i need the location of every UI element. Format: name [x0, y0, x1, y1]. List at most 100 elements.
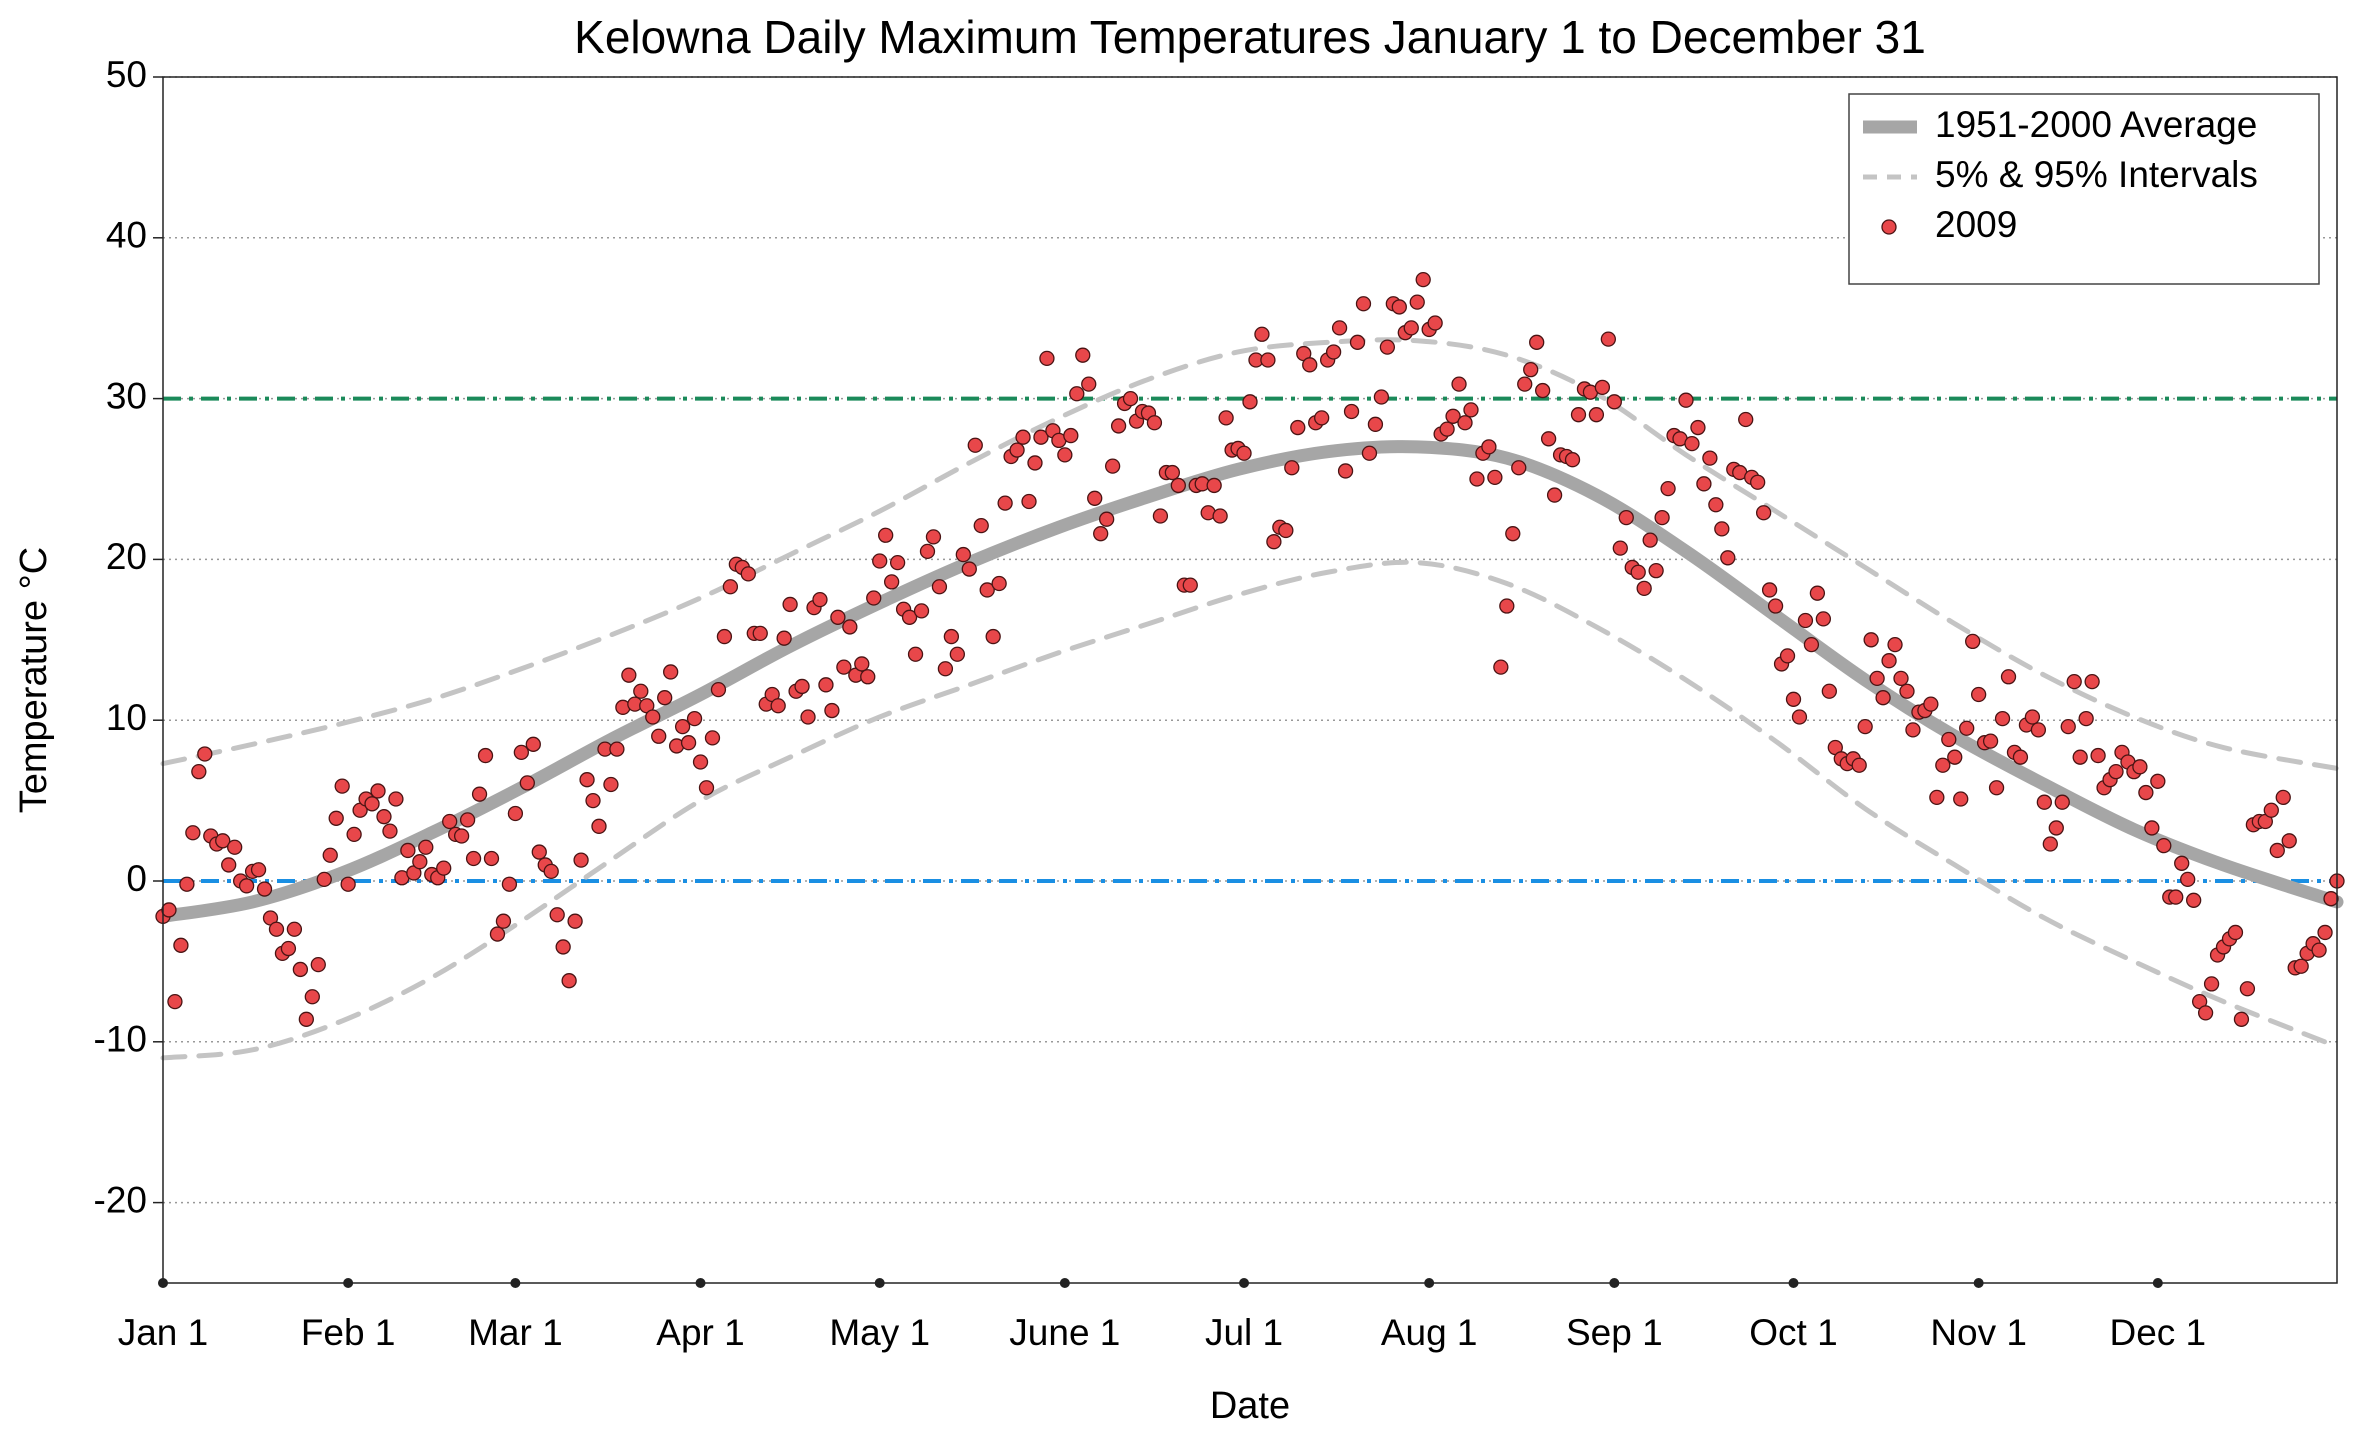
data-point [1690, 419, 1706, 436]
data-point [292, 961, 309, 978]
data-point [1570, 407, 1587, 423]
data-point [1104, 458, 1121, 474]
data-point [1266, 534, 1282, 550]
data-point [1738, 411, 1754, 428]
data-point [1779, 648, 1796, 664]
data-point [2323, 891, 2339, 907]
data-point [1457, 415, 1473, 431]
data-point [2090, 747, 2106, 764]
data-point [722, 579, 739, 595]
data-point [382, 823, 398, 839]
data-point [1696, 476, 1712, 492]
data-point [316, 871, 332, 888]
data-point [1099, 511, 1115, 527]
data-point [1009, 442, 1025, 458]
chart-title: Kelowna Daily Maximum Temperatures Janua… [574, 11, 1926, 63]
y-tick-label: 20 [106, 536, 147, 577]
data-point [836, 659, 852, 675]
data-point [2269, 842, 2285, 859]
plot-area: -20 -10 0 10 20 30 40 50 Jan 1 Feb 1 Mar 1 Apr 1 May… [94, 54, 2345, 1353]
x-tick-label: Feb 1 [301, 1312, 396, 1353]
data-point [2138, 784, 2154, 801]
data-point [842, 619, 858, 635]
data-point [1546, 487, 1563, 503]
data-point [674, 718, 691, 735]
data-point [913, 603, 930, 619]
data-point [1785, 691, 1802, 707]
data-point [579, 772, 595, 788]
data-point [1809, 585, 1826, 601]
data-point [507, 805, 524, 822]
data-point [1164, 464, 1181, 481]
x-tick-label: June 1 [1009, 1312, 1120, 1353]
data-point [621, 667, 637, 683]
data-point [800, 709, 816, 725]
data-point [2144, 820, 2160, 836]
data-point [1445, 408, 1461, 424]
data-point [250, 862, 267, 878]
data-point [704, 730, 721, 746]
data-point [2054, 794, 2070, 810]
data-point [1612, 540, 1628, 556]
data-point [286, 921, 303, 937]
data-point [2233, 1011, 2250, 1027]
data-point [1355, 296, 1372, 312]
y-tick-label: -10 [94, 1019, 147, 1060]
data-point [2084, 673, 2100, 690]
data-point [513, 744, 530, 761]
data-point [1325, 344, 1342, 360]
data-point [961, 561, 977, 577]
data-point [2263, 802, 2279, 818]
data-point [2078, 710, 2094, 727]
data-point [1750, 474, 1766, 490]
data-point [830, 609, 846, 625]
data-point [364, 796, 380, 812]
data-point [1343, 403, 1360, 420]
data-point [1797, 612, 1814, 629]
data-point [1511, 460, 1527, 476]
data-point [1021, 493, 1037, 510]
data-point [1493, 659, 1509, 675]
data-point [161, 902, 177, 918]
data-point [1869, 670, 1885, 687]
data-point [1367, 416, 1384, 432]
x-tick-label: Mar 1 [468, 1312, 563, 1353]
data-point [603, 776, 619, 793]
data-point [1027, 455, 1043, 471]
data-point [2042, 836, 2058, 852]
data-point [191, 764, 207, 780]
data-point [1451, 376, 1467, 392]
data-point [185, 825, 201, 841]
data-point [1069, 386, 1085, 402]
data-point [2024, 709, 2041, 725]
data-point [525, 736, 541, 752]
data-point [973, 517, 989, 534]
data-point [657, 690, 673, 706]
data-point [1415, 271, 1431, 288]
data-point [2072, 749, 2088, 765]
data-point [2174, 855, 2190, 871]
series-line [160, 337, 2340, 771]
y-axis-label: Temperature °C [13, 547, 55, 814]
legend-box [1848, 93, 2320, 285]
data-point [1887, 636, 1903, 653]
data-point [1815, 611, 1832, 627]
data-point [304, 989, 320, 1005]
data-point [1588, 407, 1605, 423]
data-point [740, 566, 756, 582]
data-point [483, 850, 500, 867]
data-point [925, 529, 942, 545]
data-point [1642, 532, 1658, 548]
data-point [1899, 683, 1915, 699]
data-point [310, 956, 326, 973]
data-point [453, 828, 470, 844]
data-point [1481, 439, 1497, 455]
data-point [436, 860, 452, 876]
data-point [1081, 376, 1097, 392]
data-point [167, 993, 183, 1010]
data-point [878, 527, 894, 543]
data-point [991, 575, 1007, 592]
data-point [412, 854, 428, 870]
data-point [1523, 362, 1539, 378]
